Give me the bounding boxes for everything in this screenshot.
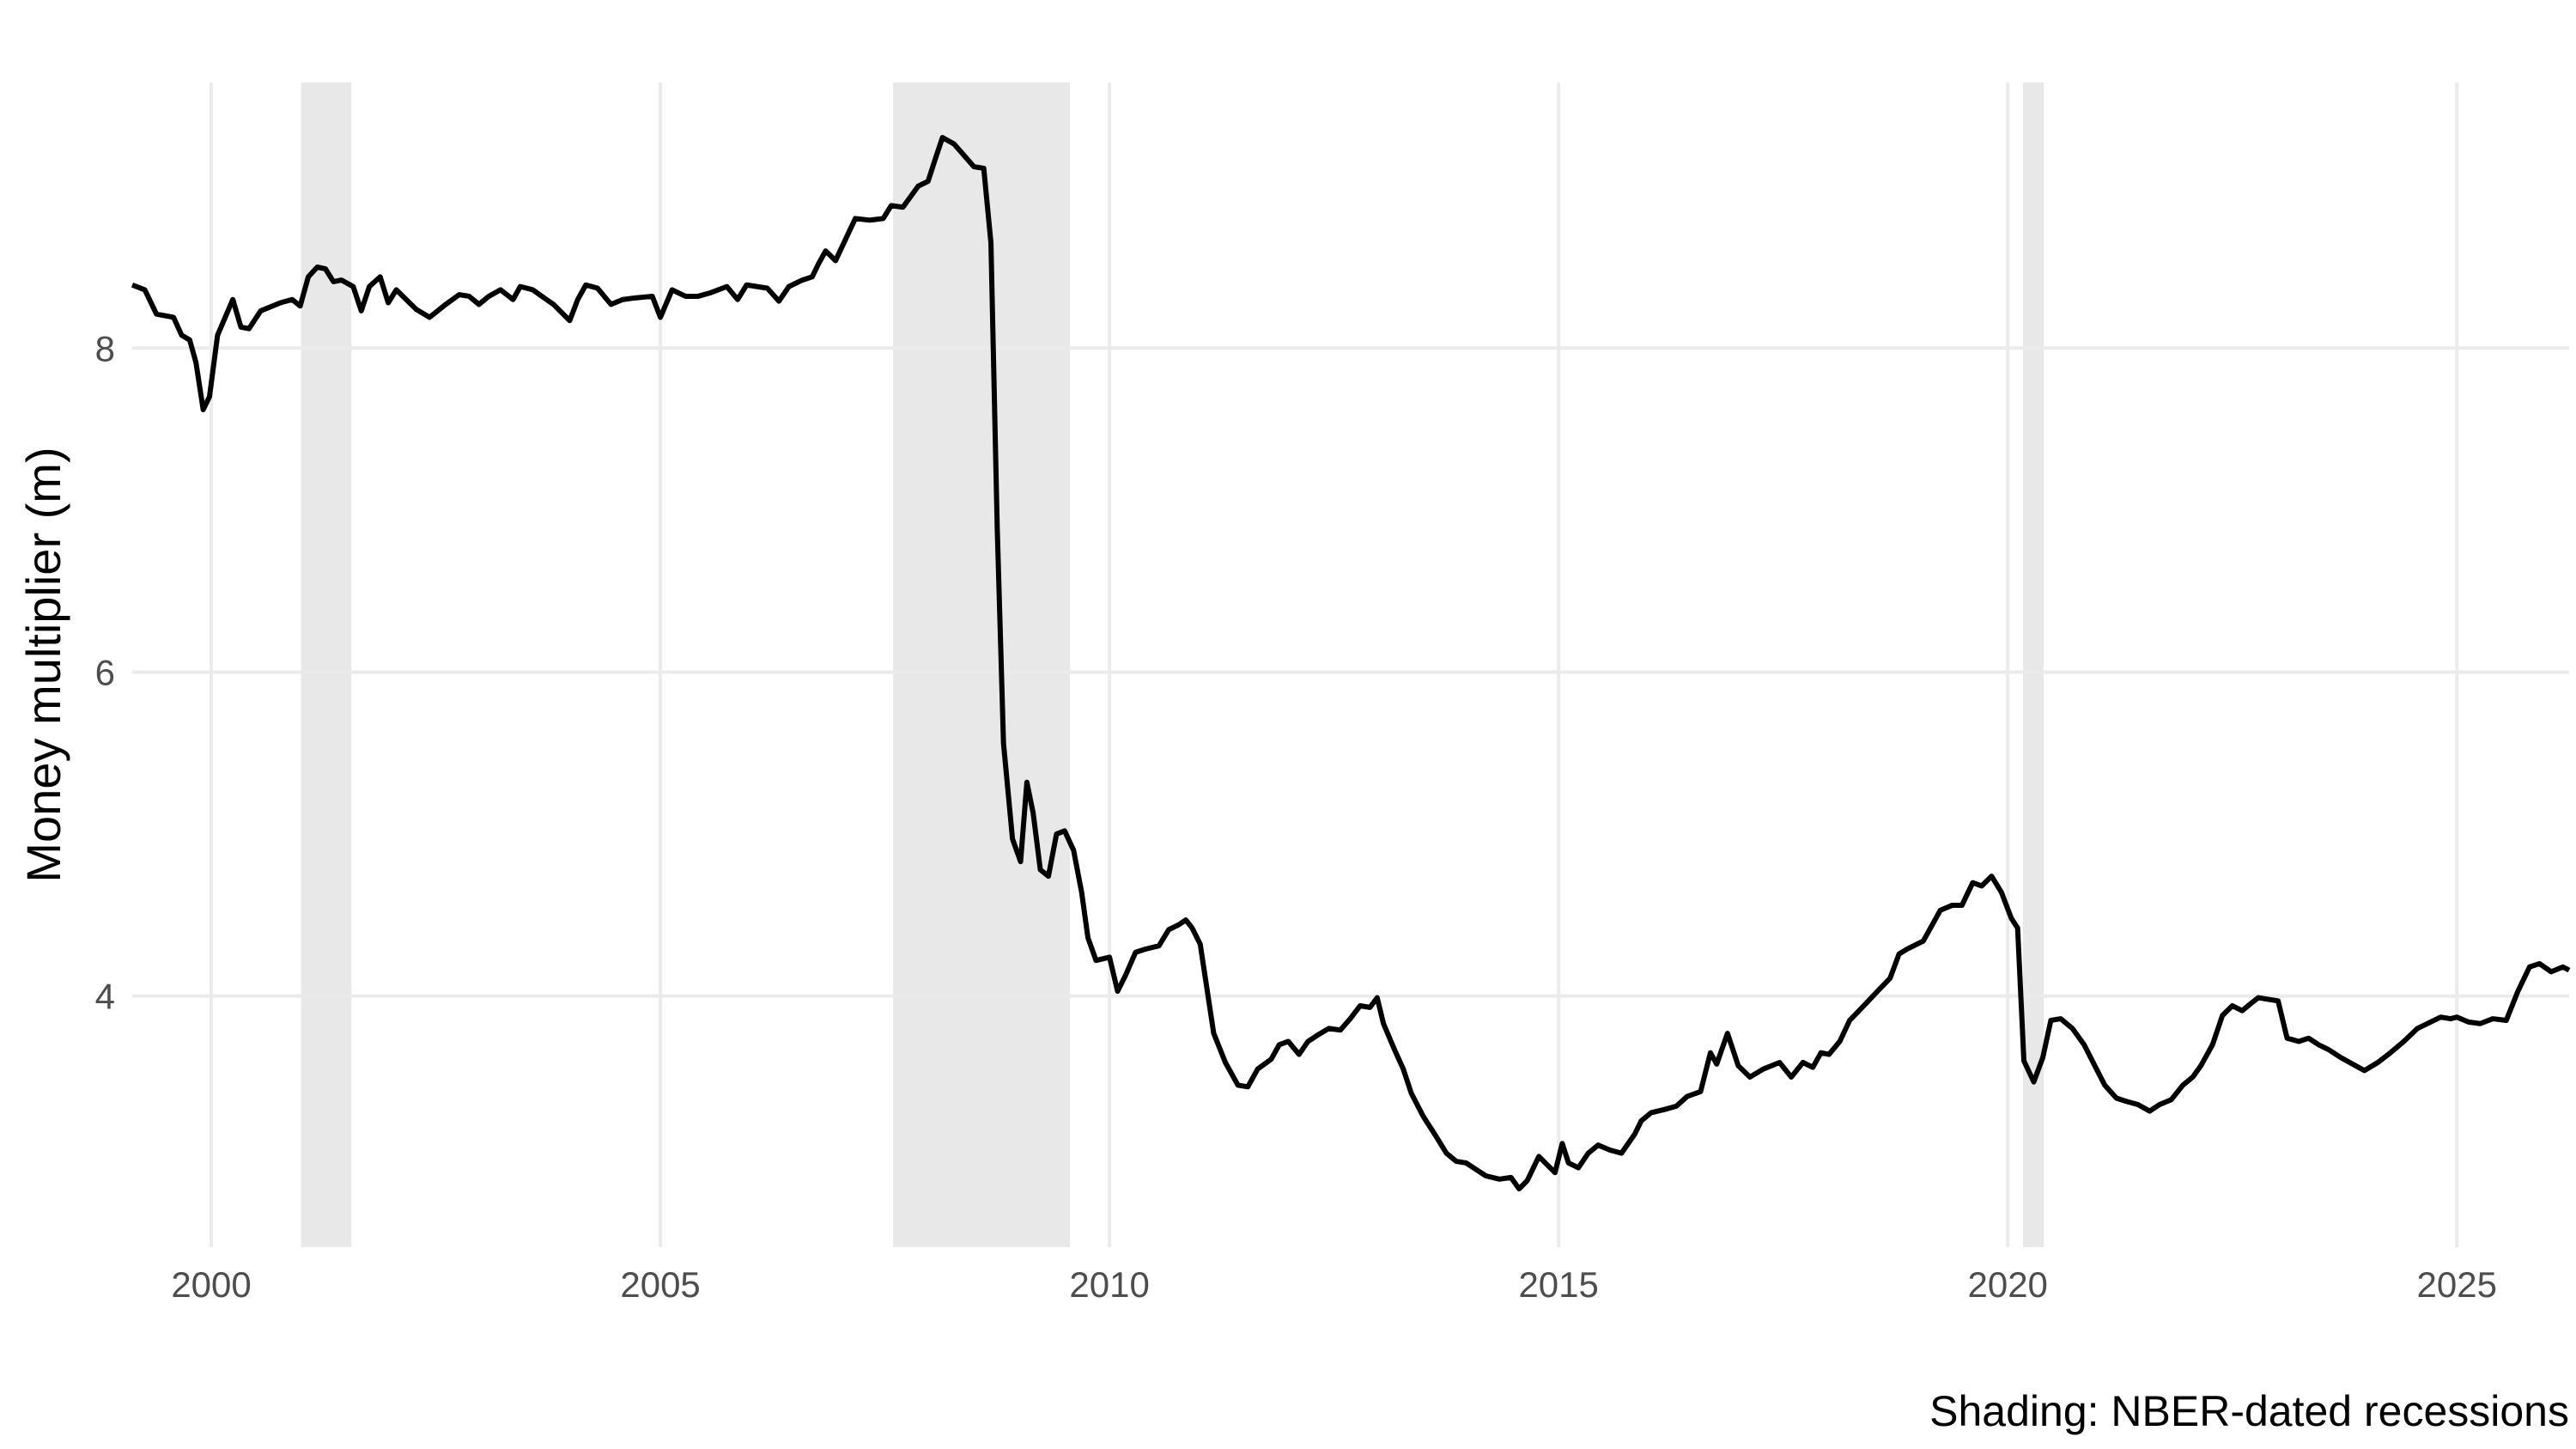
x-tick-label: 2005 xyxy=(620,1264,700,1305)
y-tick-label: 4 xyxy=(95,977,115,1017)
data-line xyxy=(131,135,2571,1192)
marks-layer xyxy=(131,135,2571,1192)
y-tick-label: 6 xyxy=(95,652,115,692)
recession-band xyxy=(893,82,1071,1247)
caption: Shading: NBER-dated recessions xyxy=(1929,1387,2569,1435)
y-axis-label: Money multiplier (m) xyxy=(16,447,70,882)
grid-layer: 4 6 8 2000 2005 2010 2015 2020 2025 xyxy=(95,82,2569,1305)
x-tick-label: 2010 xyxy=(1069,1264,1149,1305)
recession-band xyxy=(2022,82,2044,1247)
x-tick-label: 2025 xyxy=(2417,1264,2497,1305)
y-tick-label: 8 xyxy=(95,328,115,368)
x-tick-label: 2000 xyxy=(171,1264,251,1305)
x-tick-label: 2015 xyxy=(1518,1264,1598,1305)
x-tick-label: 2020 xyxy=(1967,1264,2047,1305)
background-layer xyxy=(301,82,2044,1247)
recession-band xyxy=(301,82,352,1247)
